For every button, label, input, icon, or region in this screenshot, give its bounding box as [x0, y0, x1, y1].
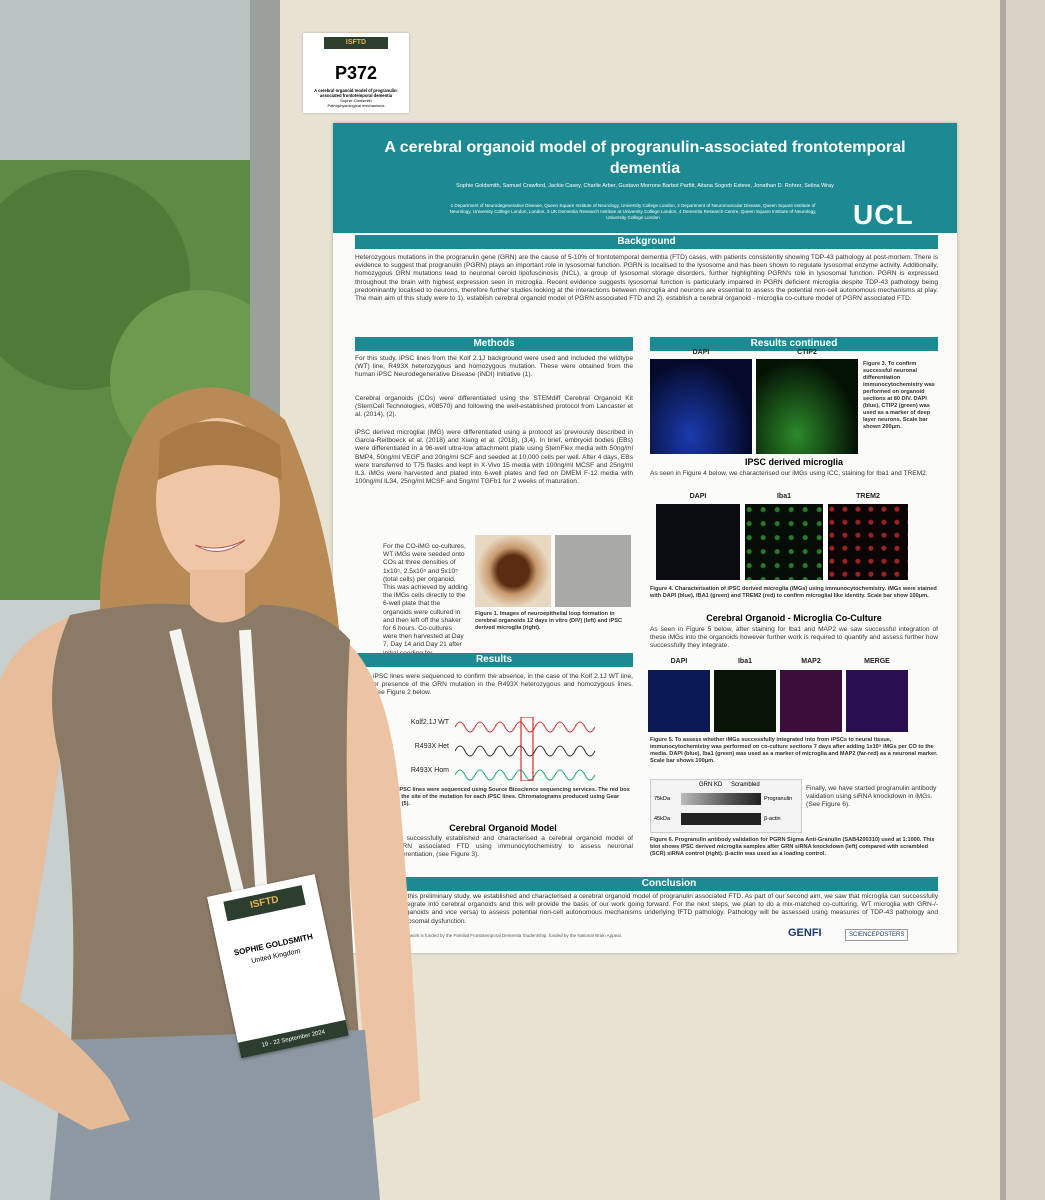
poster: A cerebral organoid model of progranulin… — [333, 123, 957, 953]
poster-authors: Sophie Goldsmith, Samuel Crawford, Jacki… — [456, 183, 834, 189]
section-text: iPSC lines were sequenced to confirm the… — [373, 673, 633, 697]
sub-heading: IPSC derived microglia — [744, 457, 844, 467]
section-text: We successfully established and characte… — [393, 835, 633, 859]
panel-label: DAPI — [689, 493, 707, 500]
funding: This work is funded by the Familial Fron… — [400, 933, 622, 938]
partner-logo: GENFI — [788, 927, 822, 939]
panel-label: CTIP2 — [797, 349, 817, 356]
section-heading: Background — [355, 235, 938, 249]
label-logo: ISFTD — [324, 37, 388, 49]
panel-label: TREM2 — [856, 493, 880, 500]
section-text: In this preliminary study, we establishe… — [400, 893, 938, 925]
mutation-box — [520, 717, 534, 781]
label-topic: Pathophysiological mechanisms — [327, 103, 385, 108]
next-board — [1000, 0, 1045, 1200]
figure-caption: Figure 3. To confirm successful neuronal… — [863, 361, 935, 430]
blot-band — [681, 813, 761, 825]
micrograph — [656, 504, 740, 580]
row-label: Kolf2.1J WT — [410, 719, 449, 726]
micrograph — [780, 670, 842, 732]
right-arm — [345, 640, 420, 1120]
badge-logo: ISFTD — [223, 885, 306, 922]
label-code: P372 — [334, 63, 378, 83]
blot-col: Scrambled — [731, 782, 760, 788]
section-text: As seen in Figure 5 below, after stainin… — [650, 626, 938, 650]
organoid-image — [475, 535, 551, 607]
panel-label: MERGE — [864, 658, 890, 665]
blot-band — [681, 793, 761, 805]
section-heading: Methods — [355, 337, 633, 351]
figure-caption: Figure 5. To assess whether iMGs success… — [650, 737, 938, 764]
section-text: For this study, iPSC lines from the Kolf… — [355, 355, 633, 379]
section-text: As seen in Figure 4 below, we characteri… — [650, 470, 928, 477]
panel-label: DAPI — [670, 658, 688, 665]
panel-label: DAPI — [692, 349, 710, 356]
micrograph — [756, 359, 858, 454]
blot-kda: 45kDa — [654, 816, 670, 822]
micrograph — [648, 670, 710, 732]
micrograph — [650, 359, 752, 454]
poster-logo: UCL — [853, 199, 914, 230]
section-text: Heterozygous mutations in the progranuli… — [355, 254, 938, 303]
chromatograms: Kolf2.1J WT R493X Het R493X Hom — [393, 717, 623, 781]
label-author: Sophie Goldsmith — [340, 98, 372, 103]
micrograph — [714, 670, 776, 732]
trace — [455, 769, 596, 781]
hand — [0, 990, 130, 1130]
figure-caption: Figure 6. Progranulin antibody validatio… — [650, 837, 935, 857]
panel-label: MAP2 — [801, 658, 821, 665]
poster-title: A cerebral organoid model of progranulin… — [384, 139, 906, 177]
micrograph — [828, 504, 908, 580]
figure-caption: Figure 1. Images of neuroepithelial loop… — [475, 611, 623, 631]
poster-label: ISFTD P372 A cerebral organoid model of … — [303, 33, 409, 113]
row-label: R493X Hom — [410, 767, 449, 774]
western-blot: GRN KD Scrambled 75kDa 45kDa Progranulin… — [650, 779, 802, 833]
blot-col: GRN KD — [699, 782, 723, 788]
jeans — [50, 1030, 380, 1200]
blot-band-label: Progranulin — [764, 796, 793, 802]
sub-heading: Cerebral Organoid - Microglia Co-Culture — [706, 613, 882, 623]
row-label: R493X Het — [414, 743, 449, 750]
section-heading: Conclusion — [400, 877, 938, 891]
panel-label: Iba1 — [776, 493, 791, 500]
micrograph — [846, 670, 908, 732]
board-edge — [1000, 0, 1006, 1200]
section-heading: Results — [355, 653, 633, 667]
section-heading: Results continued — [650, 337, 938, 351]
label-title: A cerebral organoid model of progranulin… — [314, 88, 398, 98]
panel-label: Iba1 — [737, 658, 752, 665]
partner-logo: SCIENCEPOSTERS — [845, 929, 909, 941]
poster-header: A cerebral organoid model of progranulin… — [333, 123, 957, 233]
trace — [455, 745, 596, 757]
microglia-image — [555, 535, 631, 607]
traces — [455, 717, 596, 781]
section-text: Cerebral organoids (COs) were differenti… — [355, 395, 633, 419]
figure-caption: Figure 4. Characterisation of iPSC deriv… — [650, 586, 937, 599]
trace — [455, 721, 596, 733]
blot-band-label: β-actin — [764, 816, 781, 822]
section-text: iPSC derived microglial (iMG) were diffe… — [355, 429, 633, 486]
smile — [194, 539, 246, 552]
section-text: Finally, we have started progranulin ant… — [806, 785, 937, 809]
blot-kda: 75kDa — [654, 796, 670, 802]
bangs — [158, 421, 282, 480]
micrograph — [745, 504, 823, 580]
poster-affiliations: 1 Department of Neurodegenerative Diseas… — [449, 203, 817, 220]
sub-heading: Cerebral Organoid Model — [449, 823, 557, 833]
